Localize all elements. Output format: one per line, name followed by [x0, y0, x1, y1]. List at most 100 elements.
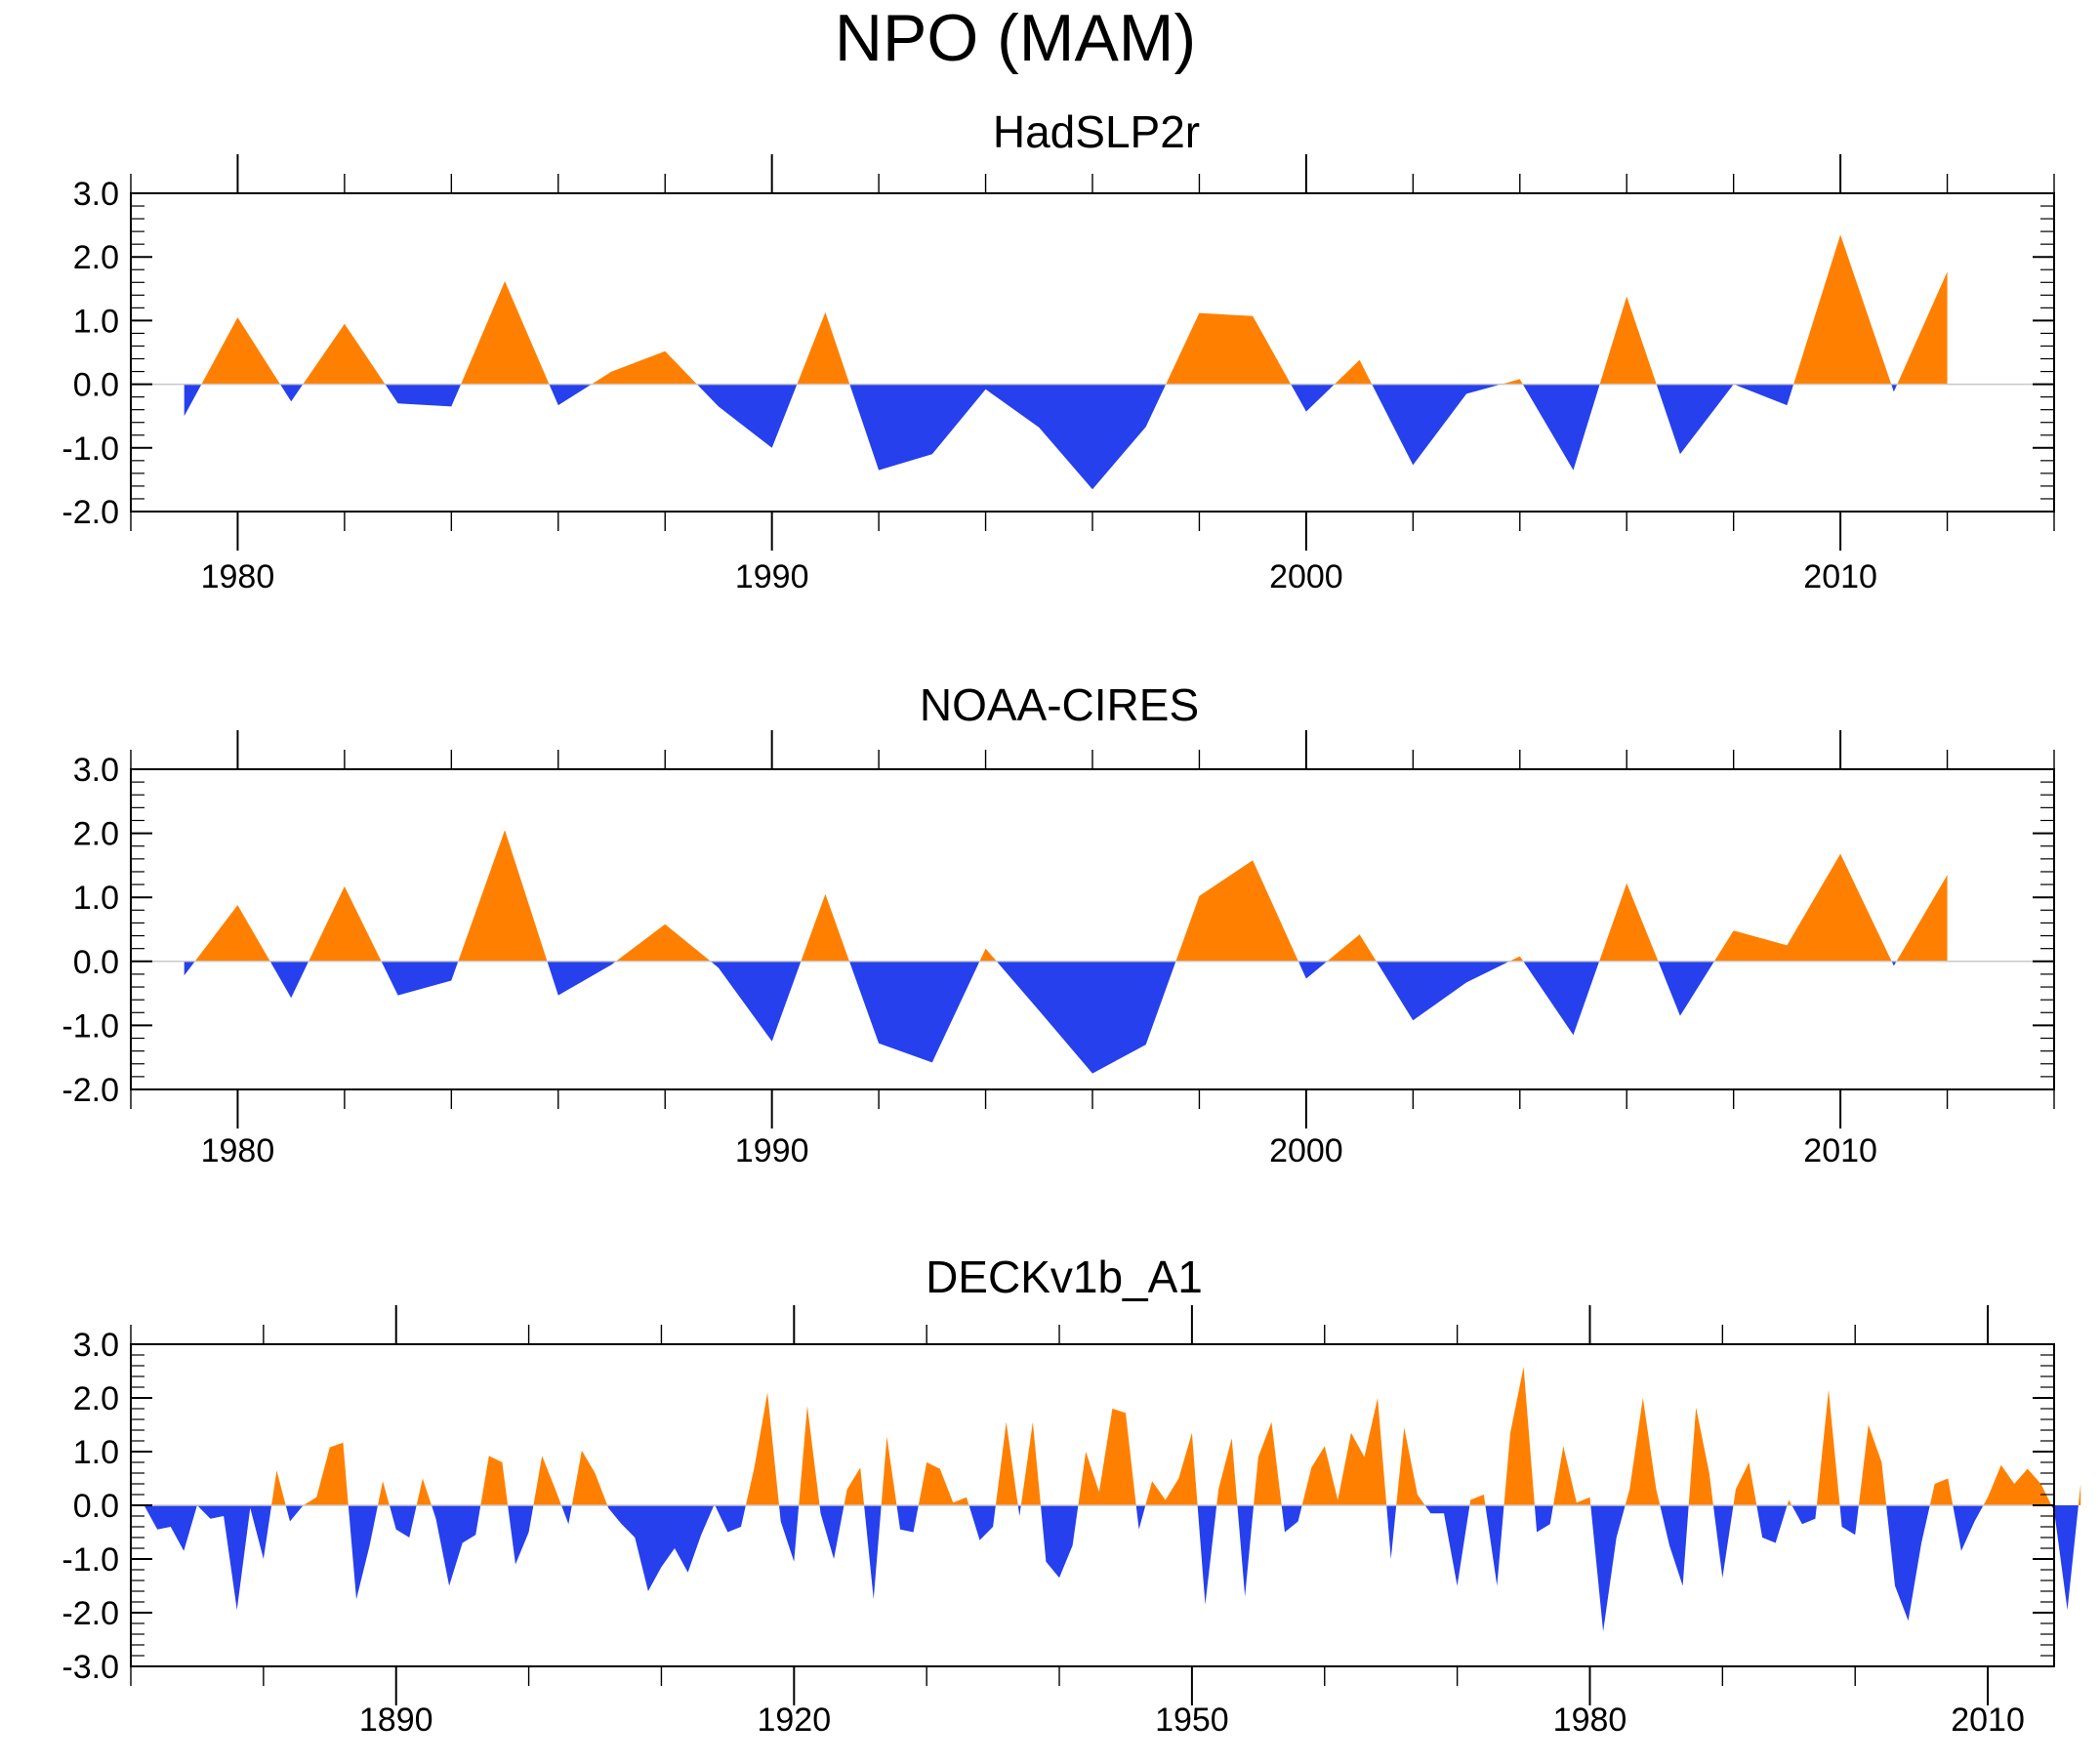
- y-tick-label: 1.0: [73, 303, 119, 340]
- negative-area: [1135, 1505, 1146, 1530]
- negative-area: [184, 384, 202, 417]
- negative-area: [779, 1505, 800, 1562]
- negative-area: [269, 961, 309, 999]
- negative-area: [1523, 961, 1600, 1036]
- panel-title: DECKv1b_A1: [926, 1251, 1203, 1302]
- positive-area: [461, 281, 550, 385]
- y-tick-label: 3.0: [73, 176, 119, 213]
- y-tick-label: -2.0: [62, 494, 119, 531]
- panel-noaa-cires: NOAA-CIRES -2.0 -1.0 0.0 1.0 2.0 3.0 1980 1990 2…: [62, 679, 2055, 1169]
- panel-deckv1b-a1: DECKv1b_A1 -3.0 -2.0 -1.0 0.0 1.0 2.0 3.0 1890 1…: [62, 1251, 2081, 1739]
- positive-area: [1688, 1407, 1713, 1505]
- positive-area: [480, 1456, 509, 1505]
- positive-area: [1787, 1499, 1792, 1505]
- negative-area: [864, 1505, 882, 1600]
- x-tick-label: 1980: [1553, 1702, 1627, 1739]
- positive-area: [201, 317, 280, 385]
- negative-area: [968, 1505, 996, 1540]
- negative-area: [385, 384, 462, 407]
- positive-area: [1503, 1367, 1535, 1505]
- negative-area: [1891, 961, 1897, 966]
- negative-area: [144, 1505, 197, 1551]
- negative-area: [996, 961, 1176, 1074]
- negative-area: [196, 1505, 272, 1611]
- negative-area: [1756, 1505, 1788, 1543]
- y-tick-label: 3.0: [73, 752, 119, 789]
- positive-area: [1929, 1478, 1954, 1505]
- positive-area: [378, 1481, 390, 1505]
- x-tick-label: 1980: [201, 1132, 275, 1169]
- x-tick-label: 1990: [735, 1132, 809, 1169]
- negative-area: [1281, 1505, 1302, 1533]
- negative-area: [1424, 1505, 1470, 1586]
- positive-area: [1599, 296, 1657, 385]
- y-tick-label: 2.0: [73, 816, 119, 853]
- negative-area: [1237, 1505, 1255, 1597]
- positive-area: [1216, 1438, 1238, 1505]
- negative-area: [1733, 384, 1794, 406]
- x-tick-label: 2000: [1269, 1132, 1343, 1169]
- negative-area: [1953, 1505, 1984, 1551]
- negative-area: [1534, 1505, 1553, 1533]
- negative-area: [1590, 1505, 1626, 1632]
- positive-area: [1020, 1421, 1041, 1505]
- positive-area: [1254, 1421, 1282, 1505]
- positive-area: [1713, 853, 1892, 962]
- negative-area: [1791, 1505, 1817, 1525]
- positive-area: [1625, 1398, 1661, 1505]
- positive-area: [1469, 1495, 1486, 1505]
- positive-area: [801, 893, 849, 962]
- negative-area: [1041, 1505, 1079, 1579]
- panel-hadslp2r: HadSLP2r -2.0 -1.0 0.0 1.0 2.0 3.0 1980 1990 200…: [62, 106, 2055, 595]
- y-tick-label: 2.0: [73, 1380, 119, 1417]
- positive-area: [745, 1392, 779, 1505]
- negative-area: [561, 1505, 572, 1525]
- x-tick-label: 1990: [735, 558, 809, 595]
- negative-area: [1386, 1505, 1397, 1559]
- positive-area: [1816, 1389, 1840, 1505]
- positive-area: [591, 350, 697, 385]
- positive-area: [303, 1442, 349, 1505]
- negative-area: [696, 384, 798, 448]
- negative-area: [1658, 961, 1714, 1016]
- y-tick-label: -2.0: [62, 1595, 119, 1632]
- y-tick-label: 3.0: [73, 1327, 119, 1364]
- positive-area: [1897, 271, 1948, 385]
- panel-title: NOAA-CIRES: [920, 679, 1199, 730]
- positive-area: [1983, 1464, 2052, 1505]
- negative-area: [849, 384, 1167, 490]
- positive-area: [416, 1478, 432, 1505]
- y-tick-label: 1.0: [73, 880, 119, 917]
- y-tick-label: 2.0: [73, 239, 119, 276]
- negative-area: [1485, 1505, 1504, 1586]
- positive-area: [458, 830, 548, 962]
- negative-area: [715, 1505, 746, 1533]
- x-tick-label: 2010: [1951, 1702, 2025, 1739]
- positive-area: [995, 1421, 1018, 1505]
- positive-area: [881, 1436, 897, 1505]
- positive-area: [1334, 359, 1373, 385]
- y-tick-label: 0.0: [73, 1488, 119, 1525]
- main-title: NPO (MAM): [835, 1, 1196, 75]
- x-tick-label: 1950: [1155, 1702, 1229, 1739]
- negative-area: [432, 1505, 481, 1586]
- negative-area: [1712, 1505, 1734, 1579]
- y-tick-label: -2.0: [62, 1072, 119, 1109]
- negative-area: [1891, 384, 1898, 392]
- y-tick-label: -3.0: [62, 1649, 119, 1686]
- positive-area: [1501, 379, 1523, 385]
- x-tick-label: 2010: [1803, 558, 1877, 595]
- positive-area: [271, 1470, 286, 1505]
- positive-area: [1553, 1446, 1591, 1505]
- negative-area: [1839, 1505, 1859, 1536]
- y-tick-label: -1.0: [62, 1541, 119, 1579]
- positive-area: [1166, 312, 1292, 385]
- negative-area: [1886, 1505, 1930, 1621]
- y-tick-label: -1.0: [62, 431, 119, 468]
- negative-area: [1197, 1505, 1217, 1605]
- negative-area: [549, 384, 592, 406]
- positive-area: [194, 905, 270, 962]
- positive-area: [844, 1467, 865, 1505]
- x-tick-label: 2010: [1803, 1132, 1877, 1169]
